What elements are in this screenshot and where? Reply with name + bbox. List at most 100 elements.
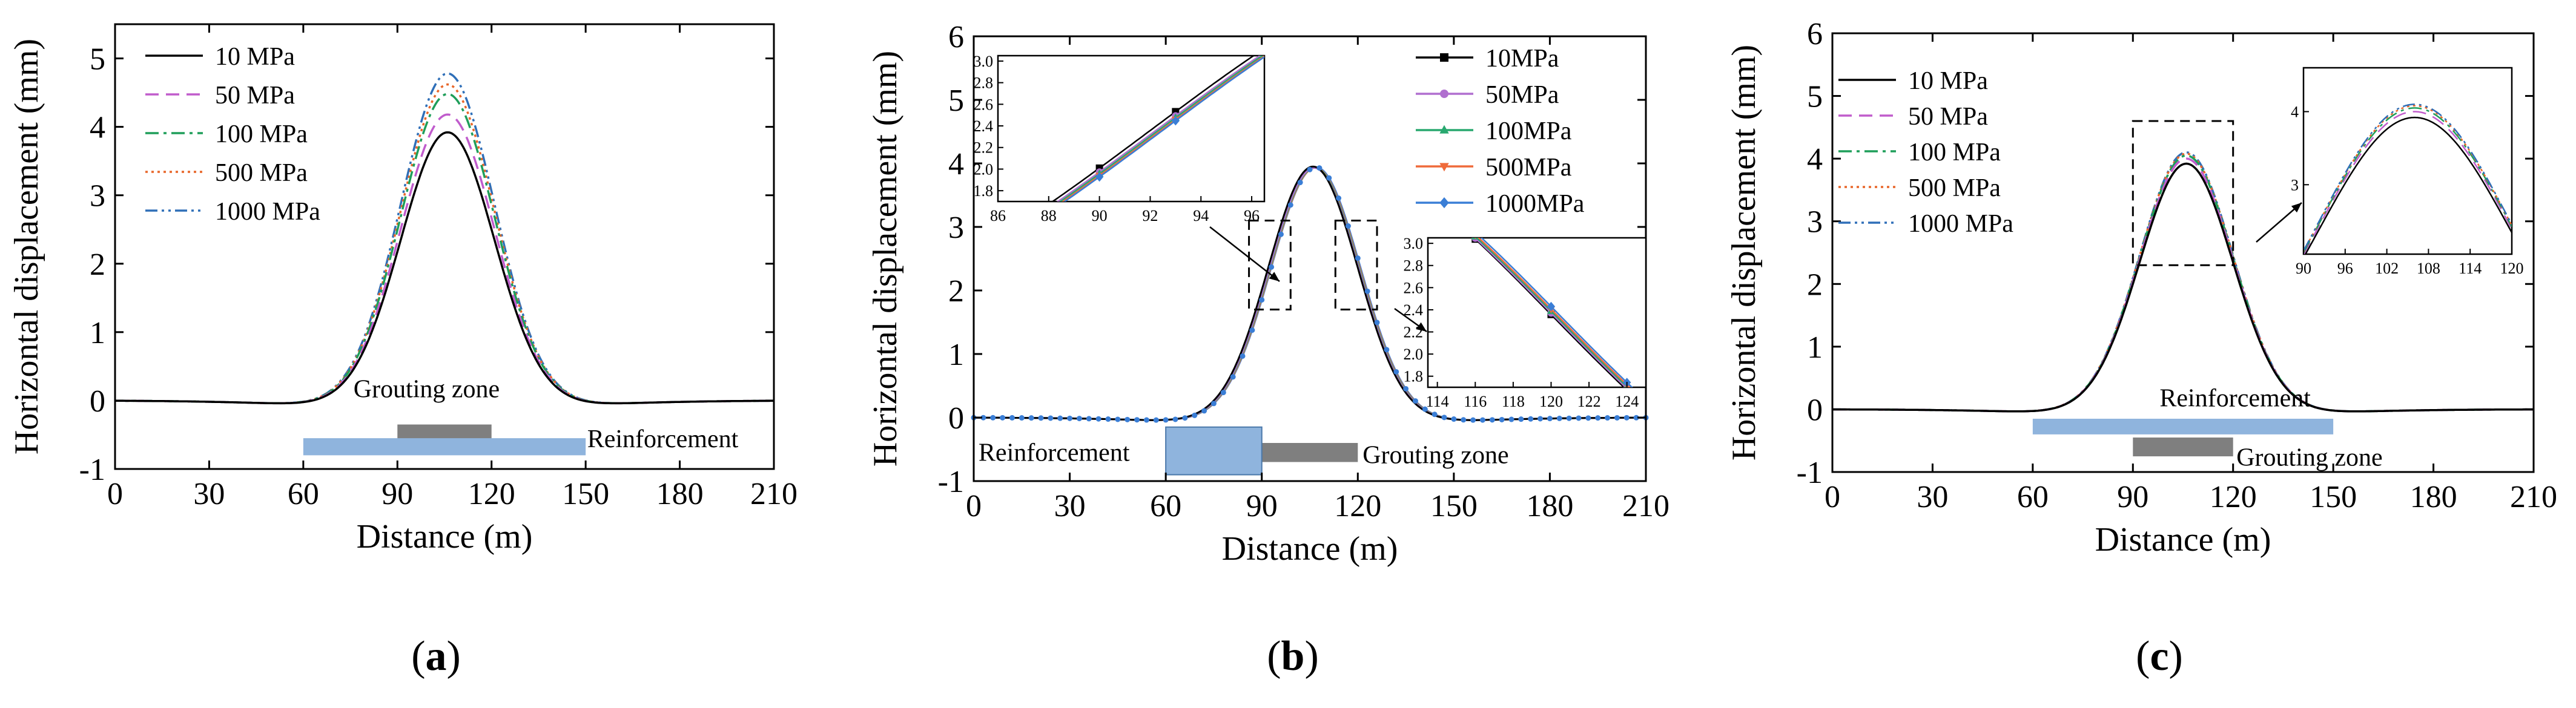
- inset-x-tick-label: 90: [1092, 207, 1108, 225]
- y-tick-label: 2: [1807, 267, 1823, 302]
- inset-frame: [997, 54, 1266, 203]
- inset-series-line: [1063, 56, 1264, 202]
- inset-x-tick-label: 124: [1615, 393, 1639, 410]
- series-marker: [1115, 416, 1121, 422]
- inset-series-line: [1477, 238, 1631, 387]
- series-marker: [980, 415, 986, 421]
- x-tick-label: 210: [2510, 480, 2557, 514]
- inset-y-tick-label: 2.8: [1404, 257, 1424, 275]
- series-marker: [1374, 320, 1380, 326]
- legend-label: 500 MPa: [1908, 174, 2001, 202]
- x-tick-label: 150: [2310, 480, 2357, 514]
- legend-label: 10 MPa: [1908, 67, 1988, 95]
- series-marker: [1259, 297, 1265, 303]
- y-tick-label: 1: [90, 316, 105, 350]
- panel-label-c: (c): [2136, 633, 2183, 680]
- zone-label: Reinforcement: [587, 425, 739, 453]
- series-marker: [1576, 415, 1582, 421]
- y-tick-label: 6: [1807, 17, 1823, 51]
- zoom-box: [2132, 120, 2234, 266]
- x-tick-label: 60: [2017, 480, 2049, 514]
- series-marker: [1623, 415, 1630, 421]
- series-marker: [1095, 416, 1101, 422]
- inset-marker: [1475, 238, 1476, 240]
- series-marker: [990, 415, 996, 421]
- inset-marker: [1019, 225, 1027, 232]
- x-tick-label: 90: [381, 477, 413, 511]
- zone-grouting-zone: [2133, 438, 2233, 457]
- series-marker: [1230, 374, 1236, 380]
- x-tick-label: 30: [1917, 480, 1948, 514]
- y-axis-label: Horizontal displacement (mm): [867, 51, 904, 467]
- inset-y-tick-label: 1.8: [1404, 368, 1424, 385]
- series-marker: [1384, 347, 1390, 353]
- inset-x-tick-label: 114: [1426, 393, 1449, 410]
- inset-y-tick-label: 4: [2291, 103, 2299, 120]
- inset-series-line: [1473, 238, 1627, 387]
- legend-label: 1000 MPa: [215, 198, 320, 226]
- series-marker: [1585, 415, 1591, 421]
- inset-marker: [1171, 116, 1180, 126]
- inset-series-line: [1475, 238, 1629, 387]
- inset-series-line: [1058, 56, 1264, 202]
- series-marker: [1479, 417, 1485, 423]
- zone-reinforcement: [1165, 426, 1263, 476]
- inset-x-tick-label: 118: [1502, 393, 1525, 410]
- zone-reinforcement: [2032, 418, 2334, 434]
- zone-label: Grouting zone: [354, 375, 500, 403]
- series-marker: [1076, 416, 1082, 422]
- legend-label: 50MPa: [1485, 81, 1559, 109]
- inset-marker: [1020, 221, 1027, 228]
- inset-x-tick-label: 102: [2375, 260, 2399, 277]
- inset-y-tick-label: 2.4: [1404, 301, 1424, 319]
- series-marker: [1393, 369, 1399, 375]
- series-marker: [1336, 195, 1342, 202]
- inset-x-tick-label: 120: [1539, 393, 1563, 410]
- series-marker: [1412, 398, 1418, 404]
- series-line-100mpa: [115, 93, 774, 405]
- y-tick-label: 0: [948, 401, 964, 436]
- y-tick-label: 0: [90, 384, 105, 419]
- y-tick-label: 5: [90, 42, 105, 77]
- inset-series-line: [2304, 111, 2512, 254]
- series-marker: [1595, 415, 1601, 421]
- series-marker: [1192, 412, 1198, 418]
- inset-x-tick-label: 122: [1577, 393, 1601, 410]
- inset-x-tick-label: 86: [990, 207, 1006, 225]
- inset-x-tick-label: 116: [1464, 393, 1487, 410]
- inset-x-tick-label: 114: [2459, 260, 2482, 277]
- inset-x-tick-label: 94: [1193, 207, 1209, 225]
- y-tick-label: 4: [948, 147, 964, 182]
- legend-label: 500MPa: [1485, 154, 1572, 182]
- legend-label: 100 MPa: [1908, 139, 2001, 166]
- inset-y-tick-label: 3: [2291, 176, 2299, 194]
- y-tick-label: 1: [1807, 330, 1823, 365]
- series-marker: [1240, 353, 1246, 359]
- x-tick-label: 180: [656, 477, 704, 511]
- series-marker: [1009, 415, 1015, 421]
- legend-marker: [1439, 197, 1449, 209]
- panel-label-b: (b): [1267, 633, 1319, 680]
- series-marker: [1547, 416, 1553, 422]
- series-marker: [1432, 411, 1438, 418]
- x-tick-label: 0: [966, 489, 982, 523]
- x-tick-label: 120: [468, 477, 515, 511]
- y-tick-label: -1: [79, 453, 105, 487]
- series-marker: [1528, 416, 1534, 422]
- series-marker: [1633, 415, 1639, 421]
- zoom-arrow-head: [1269, 272, 1280, 281]
- series-marker: [1028, 415, 1034, 421]
- inset-b-inset-left: 86 88 90 92 94 96 1.8 2.0 2.2 2.4 2.6 2.8 3.0: [974, 53, 1266, 232]
- zoom-arrow-head: [2291, 203, 2302, 213]
- series-marker: [1451, 416, 1457, 422]
- inset-y-tick-label: 2.6: [974, 96, 994, 113]
- series-marker: [1499, 416, 1505, 422]
- y-tick-label: 3: [1807, 205, 1823, 240]
- inset-series-line: [1056, 56, 1261, 202]
- zone-label: Grouting zone: [2236, 444, 2382, 472]
- series-marker: [1249, 327, 1255, 333]
